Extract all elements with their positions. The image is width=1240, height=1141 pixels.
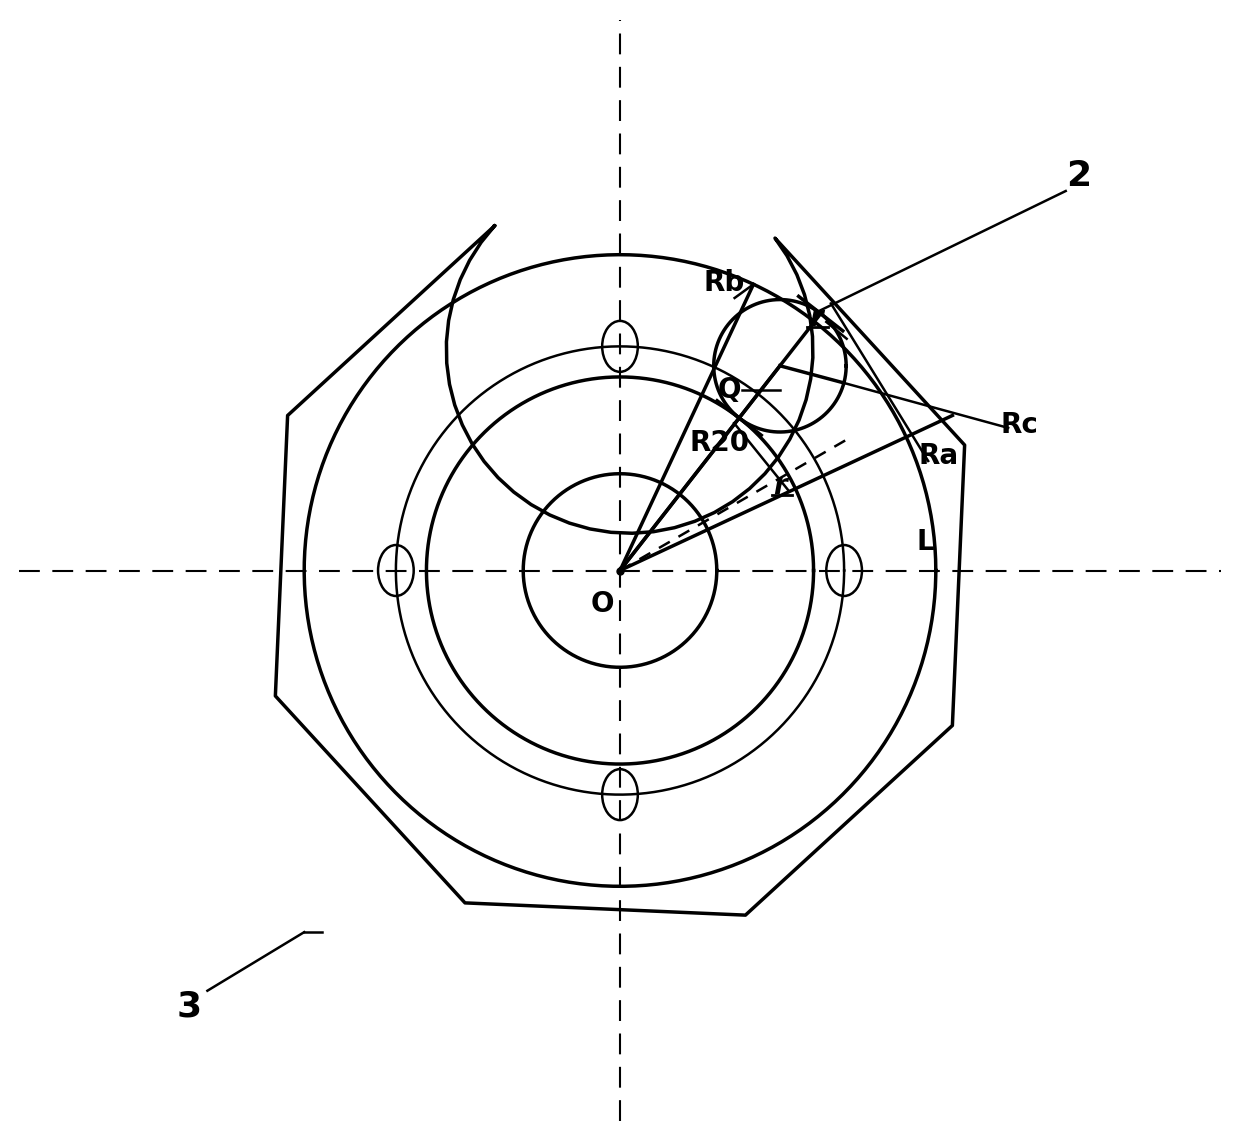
Text: O: O [590,590,614,617]
Text: 3: 3 [177,989,202,1023]
Text: Rb: Rb [704,268,745,297]
Text: r: r [810,305,823,332]
Text: R20: R20 [689,429,749,458]
Text: Ra: Ra [919,442,959,470]
Text: L: L [916,528,935,557]
Text: 2: 2 [1066,159,1091,193]
Text: Q: Q [718,375,742,404]
Text: Rc: Rc [1001,411,1039,439]
Text: r: r [774,472,787,501]
